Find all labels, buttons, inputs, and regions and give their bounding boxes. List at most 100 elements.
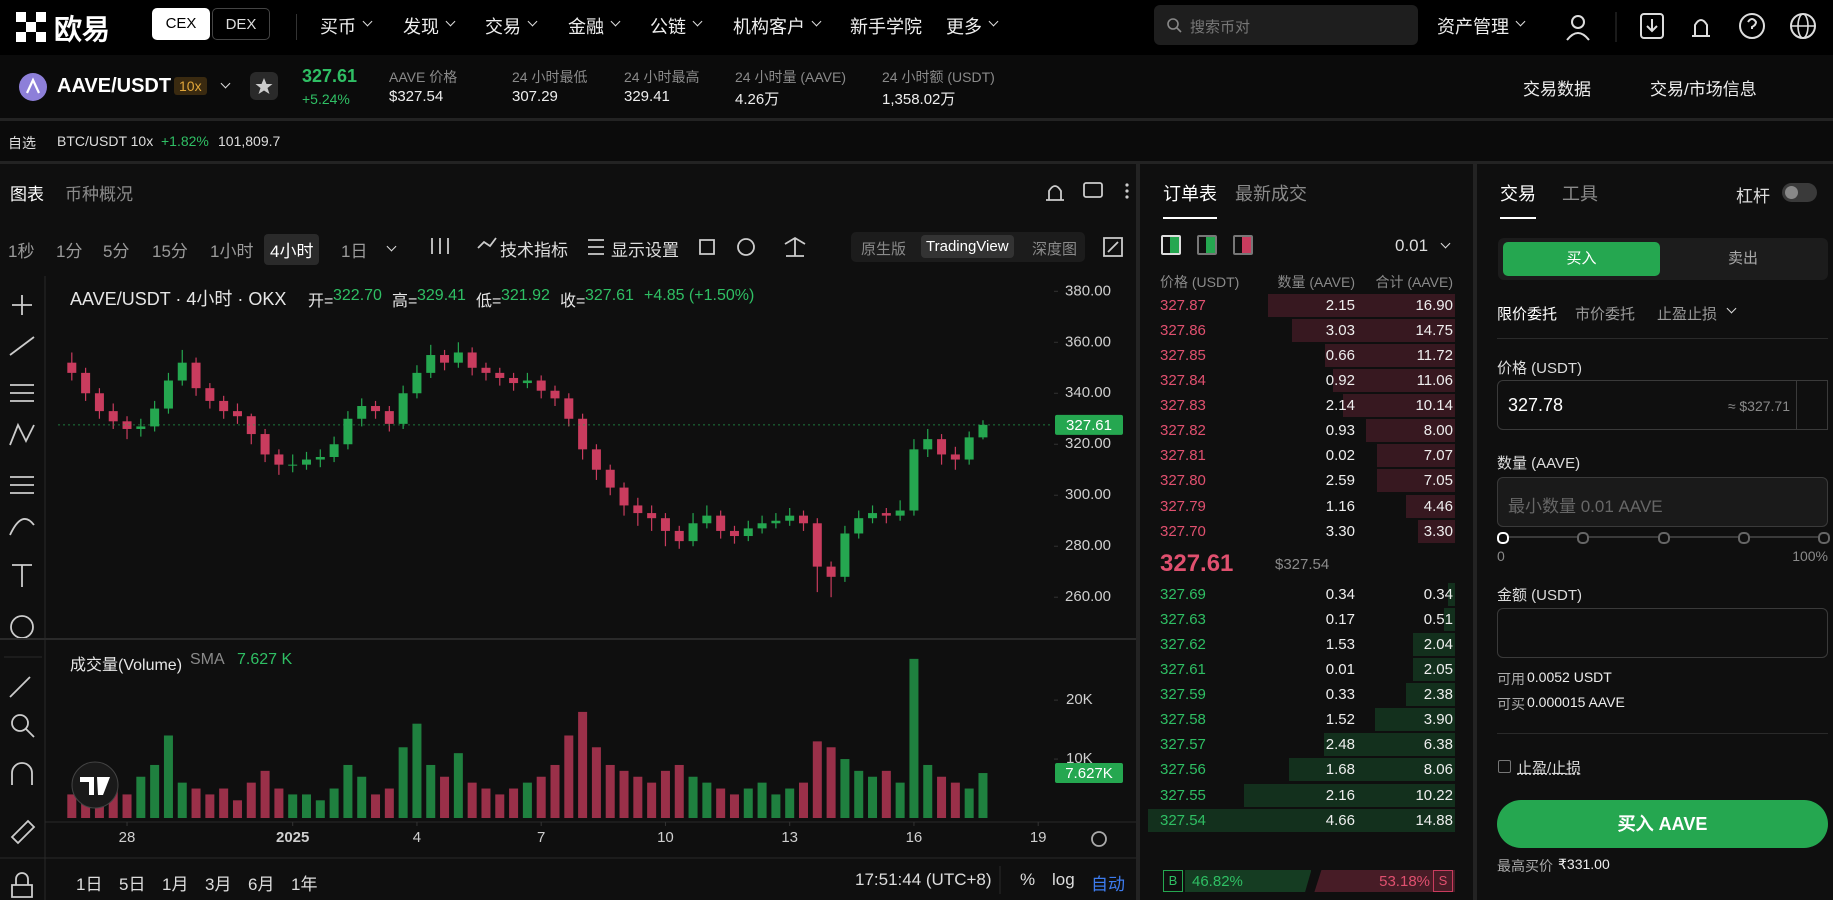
nav-menu-item[interactable]: 更多	[946, 17, 982, 37]
slider-dot[interactable]	[1657, 532, 1670, 544]
interval[interactable]: 15分	[152, 242, 188, 261]
nav-menu-item[interactable]: 买币	[320, 17, 356, 37]
range[interactable]: 3月	[205, 875, 232, 894]
fav-pair[interactable]: BTC/USDT 10x	[57, 133, 154, 149]
search-box[interactable]: 搜索币对	[1154, 5, 1418, 45]
ob-price[interactable]: 327.54	[1160, 811, 1206, 829]
buy-side[interactable]: 买入	[1503, 242, 1660, 276]
ob-price[interactable]: 327.70	[1160, 522, 1206, 540]
interval[interactable]: 1分	[56, 242, 83, 261]
legend-label: 收=	[560, 293, 586, 310]
range[interactable]: 1月	[162, 875, 189, 894]
ob-price[interactable]: 327.86	[1160, 322, 1206, 340]
tpsl-label[interactable]: 止盈/止损	[1517, 760, 1582, 777]
order-type[interactable]: 市价委托	[1575, 306, 1636, 323]
scale-option[interactable]: %	[1020, 870, 1036, 889]
ob-total: 11.72	[1416, 347, 1453, 365]
nav-menu-item[interactable]: 机构客户	[733, 17, 805, 37]
ob-price[interactable]: 327.56	[1160, 761, 1206, 779]
volume-bar	[412, 723, 422, 818]
ob-price[interactable]: 327.69	[1160, 586, 1206, 603]
ob-price[interactable]: 327.80	[1160, 472, 1206, 490]
ob-price[interactable]: 327.61	[1160, 661, 1206, 679]
slider-dot[interactable]	[1737, 532, 1750, 544]
nav-menu-item[interactable]: 交易	[485, 17, 521, 37]
volume-bar	[232, 800, 242, 818]
action[interactable]: 交易数据	[1523, 80, 1591, 99]
slider-dot[interactable]	[1577, 532, 1590, 544]
ob-total: 14.75	[1415, 322, 1453, 340]
view-option[interactable]: 深度图	[1032, 241, 1078, 258]
tool[interactable]: 显示设置	[611, 241, 679, 260]
mid-price: 327.61	[1160, 550, 1234, 577]
ob-price[interactable]: 327.81	[1160, 447, 1206, 465]
nav-menu-item[interactable]: 公链	[650, 17, 686, 37]
ob-tab[interactable]: 最新成交	[1235, 184, 1307, 204]
range[interactable]: 1日	[76, 875, 103, 894]
candle-body	[398, 393, 408, 424]
nav-menu-item[interactable]: 发现	[403, 17, 439, 37]
candle-body	[757, 523, 767, 529]
more-icon	[1125, 189, 1129, 193]
precision[interactable]: 0.01	[1395, 236, 1429, 255]
amount-input[interactable]	[1497, 608, 1828, 658]
range[interactable]: 5日	[119, 875, 146, 894]
interval[interactable]: 4小时	[264, 234, 320, 265]
ob-price[interactable]: 327.62	[1160, 636, 1206, 654]
interval[interactable]: 1秒	[8, 242, 35, 261]
buy-ratio: 46.82%	[1192, 873, 1243, 890]
y-tick-label: 20K	[1066, 691, 1093, 708]
view-option[interactable]: 原生版	[861, 241, 907, 258]
toolbar-icon	[737, 238, 755, 256]
trade-tab[interactable]: 交易	[1500, 184, 1536, 204]
interval[interactable]: 1日	[341, 242, 368, 261]
tab-dex[interactable]: DEX	[212, 8, 270, 40]
ob-price[interactable]: 327.58	[1160, 711, 1206, 729]
ob-price[interactable]: 327.85	[1160, 347, 1206, 365]
ob-price[interactable]: 327.79	[1160, 497, 1206, 515]
volume-bar	[937, 776, 947, 818]
ob-price[interactable]: 327.82	[1160, 422, 1206, 440]
ob-price[interactable]: 327.59	[1160, 686, 1206, 704]
ob-total: 2.38	[1423, 686, 1453, 704]
sell-side[interactable]: 卖出	[1727, 250, 1758, 267]
range[interactable]: 6月	[248, 875, 275, 894]
scale-option[interactable]: 自动	[1091, 875, 1125, 894]
view-icon[interactable]	[1233, 235, 1253, 255]
ob-price[interactable]: 327.55	[1160, 786, 1206, 804]
slider-dot[interactable]	[1818, 532, 1830, 544]
nav-menu-item[interactable]: 新手学院	[850, 17, 922, 37]
qty-input[interactable]	[1497, 477, 1828, 527]
ob-tab[interactable]: 订单表	[1163, 184, 1217, 204]
ob-price[interactable]: 327.63	[1160, 611, 1206, 629]
view-icon[interactable]	[1197, 235, 1217, 255]
price-input[interactable]	[1497, 380, 1797, 430]
order-type[interactable]: 限价委托	[1497, 306, 1558, 323]
submit-button[interactable]: 买入 AAVE	[1497, 800, 1828, 848]
volume-bar	[647, 782, 657, 818]
asset-menu[interactable]: 资产管理	[1437, 17, 1509, 37]
panel-tab[interactable]: 图表	[10, 185, 44, 204]
trade-panel	[1477, 164, 1833, 900]
trade-tab[interactable]: 工具	[1562, 184, 1598, 204]
ob-price[interactable]: 327.57	[1160, 736, 1206, 754]
order-type[interactable]: 止盈止损	[1657, 306, 1718, 323]
tpsl-checkbox[interactable]	[1498, 760, 1511, 773]
tab-cex[interactable]: CEX	[152, 8, 210, 40]
view-option[interactable]: TradingView	[921, 235, 1014, 258]
tool[interactable]: 技术指标	[500, 241, 568, 260]
ob-price[interactable]: 327.84	[1160, 372, 1206, 390]
slider-dot[interactable]	[1497, 532, 1509, 544]
scale-option[interactable]: log	[1052, 870, 1075, 889]
action[interactable]: 交易/市场信息	[1650, 80, 1757, 99]
stepper[interactable]	[1797, 380, 1828, 430]
interval[interactable]: 1小时	[210, 242, 254, 261]
ob-price[interactable]: 327.83	[1160, 397, 1206, 415]
ob-price[interactable]: 327.87	[1160, 297, 1206, 314]
volume-bar	[191, 788, 201, 818]
range[interactable]: 1年	[291, 875, 318, 894]
nav-menu-item[interactable]: 金融	[568, 17, 604, 37]
panel-tab[interactable]: 币种概况	[65, 185, 133, 204]
view-icon[interactable]	[1161, 235, 1181, 255]
interval[interactable]: 5分	[103, 242, 130, 261]
